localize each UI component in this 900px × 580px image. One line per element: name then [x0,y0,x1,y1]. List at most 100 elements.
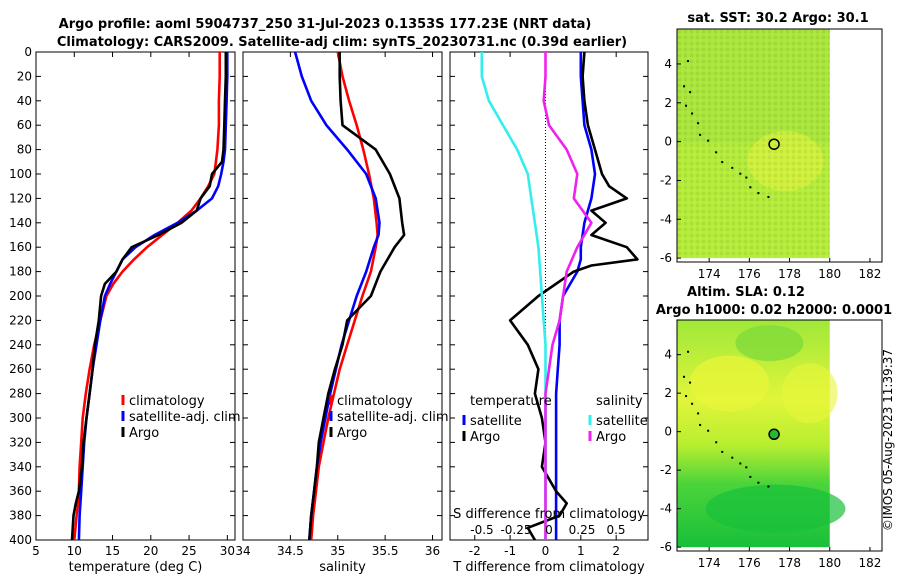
legend-label: Argo [470,430,500,445]
island [715,151,718,154]
y-tick-label: 2 [664,386,672,400]
y-tick-label: 100 [9,167,32,181]
y-tick-label: 280 [9,387,32,401]
series-argo [308,52,406,541]
island [707,139,710,142]
island [745,466,748,469]
y-tick-label: 160 [9,240,32,254]
legend-label: climatology [337,394,413,409]
x-tick-label: 25 [181,544,196,558]
y-tick-label: 180 [9,265,32,279]
y-tick-label: 0 [664,425,672,439]
legend-label: climatology [129,394,205,409]
island [689,91,692,94]
sst-pixel-texture [677,29,830,259]
x-tick-label: 35.5 [372,544,399,558]
map-frame [676,319,883,552]
figure-title-line2: Climatology: CARS2009. Satellite-adj cli… [57,35,627,50]
island [749,186,752,189]
island [683,85,686,88]
y-tick-label: 200 [9,289,32,303]
island [697,412,700,415]
y-tick-label: 80 [17,143,32,157]
x-tick-label: 174 [698,267,721,281]
y-tick-label: -2 [660,463,672,477]
island [739,172,742,175]
legend-label: satellite [596,414,648,429]
sst-map: 174 176 178 180 182 4 2 0 -2 -4 -6 [660,28,883,281]
x-axis-label: salinity [319,560,366,575]
island [687,350,690,353]
legend-label: satellite-adj. clim [337,410,449,425]
x-tick-label: 30 [220,544,235,558]
salinity-panel: 34 34.5 35 35.5 36 salinity climatologysatelli… [235,51,449,575]
island [683,375,686,378]
x-tick-label: 1 [577,544,585,558]
x-tick-label: 20 [143,544,158,558]
y-tick-label: 120 [9,191,32,205]
x-tick-label: 5 [32,544,40,558]
legend-label: Argo [129,426,159,441]
y-tick-label: 40 [17,94,32,108]
sla-low-south [705,484,846,533]
island [767,195,770,198]
island [715,441,718,444]
y-tick-label: 60 [17,118,32,132]
sla-high-west [689,355,770,412]
x-tick-label: 182 [858,267,881,281]
x-tick-label: 182 [858,556,881,570]
island [707,429,710,432]
island [685,395,688,398]
island [691,402,694,405]
island [745,176,748,179]
legend-label: satellite-adj. clim [129,410,241,425]
x-tick-label: 180 [818,267,841,281]
island [699,423,702,426]
y-tick-label: 340 [9,460,32,474]
island [731,456,734,459]
island [749,475,752,478]
series-satellite-adj-clim [293,51,381,541]
x-axis-label: T difference from climatology [452,560,645,575]
sst-map-title: sat. SST: 30.2 Argo: 30.1 [687,11,868,26]
y-tick-label: 0 [664,135,672,149]
y-tick-label: -6 [660,251,672,265]
difference-panel: -2 -1 0 1 2 T difference from climatology temp… [449,51,649,575]
island [685,104,688,107]
x-tick-label: 178 [778,267,801,281]
series-temperature-satellite [554,52,597,540]
top-tick-label: 0.5 [606,523,625,537]
sla-map-title: Altim. SLA: 0.12 [687,285,805,300]
island [721,450,724,453]
legend-label: Argo [337,426,367,441]
credit-stamp: ©IMOS 05-Aug-2023 11:39:37 [881,349,895,531]
series-argo [70,52,228,541]
y-tick-label: 240 [9,338,32,352]
y-tick-label: 360 [9,484,32,498]
y-tick-label: -4 [660,212,672,226]
y-tick-label: 4 [664,57,672,71]
sla-map-subtitle: Argo h1000: 0.02 h2000: 0.0001 [656,303,892,318]
island [731,166,734,169]
x-tick-label: 174 [698,556,721,570]
island [721,161,724,164]
top-tick-label: 0.25 [569,523,596,537]
map-frame [676,28,883,263]
y-tick-label: 380 [9,509,32,523]
x-axis-label: temperature (deg C) [69,560,203,575]
x-tick-label: 36 [425,544,440,558]
island [699,133,702,136]
temperature-panel: 5 10 15 20 25 3002040608010012014016018020022… [9,45,241,575]
island [687,60,690,63]
sla-low-north [735,325,804,362]
y-tick-label: -6 [660,540,672,554]
x-tick-label: 10 [67,544,82,558]
top-axis-label: S difference from climatology [453,507,645,522]
x-tick-label: 176 [738,556,761,570]
island [689,381,692,384]
y-tick-label: -4 [660,502,672,516]
figure-title-line1: Argo profile: aoml 5904737_250 31-Jul-20… [59,17,592,32]
x-tick-label: 178 [778,556,801,570]
top-tick-label: -0.5 [470,523,493,537]
legend-title-temperature: temperature [470,394,552,409]
